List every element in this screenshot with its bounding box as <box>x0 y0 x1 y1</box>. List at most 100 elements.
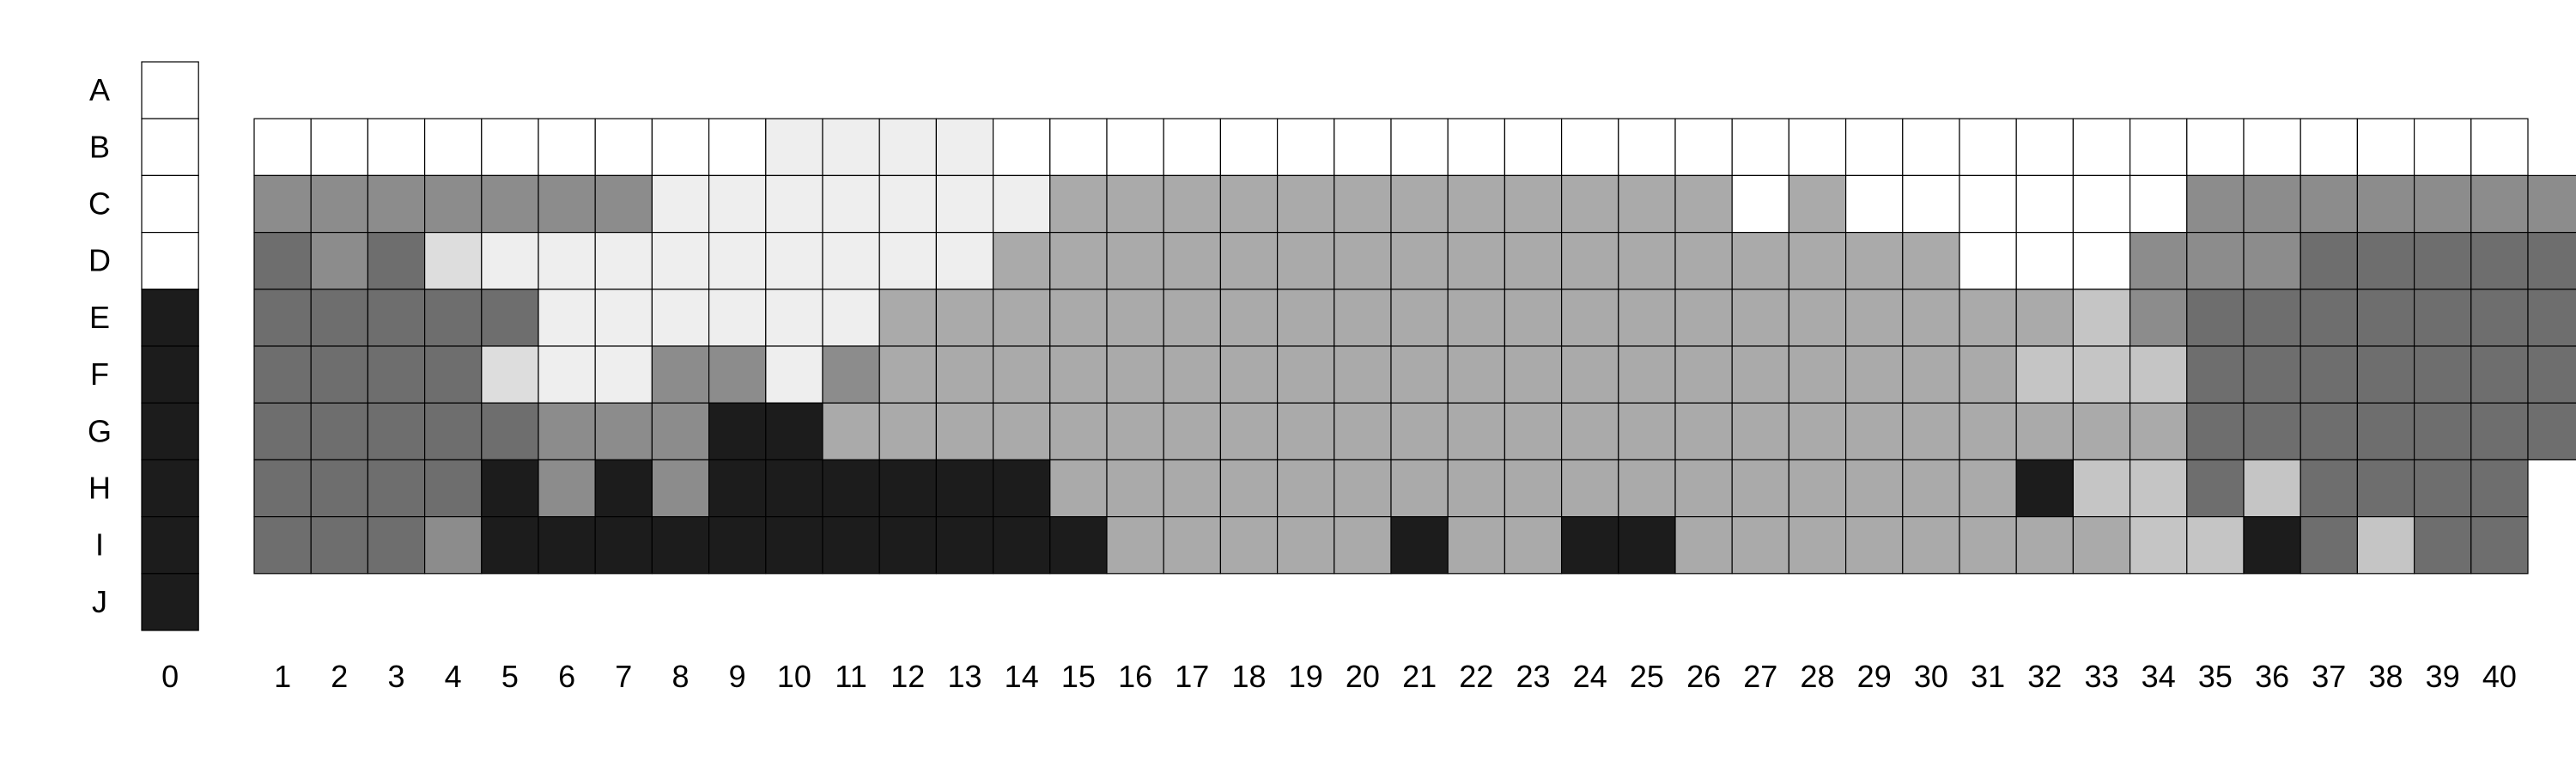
grid-cell-h-35 <box>2186 459 2245 518</box>
grid-cell-b-19 <box>1276 118 1335 176</box>
grid-cell-d-31 <box>1959 232 2017 290</box>
grid-cell-b-17 <box>1163 118 1221 176</box>
column-label-9: 9 <box>729 659 746 694</box>
grid-cell-i-28 <box>1788 515 1847 575</box>
grid-cell-e-11 <box>822 289 880 347</box>
grid-cell-e-38 <box>2356 289 2415 347</box>
grid-cell-b-31 <box>1959 118 2017 176</box>
column-label-35: 35 <box>2198 659 2233 694</box>
grid-cell-c-18 <box>1219 174 1279 234</box>
grid-cell-g-6 <box>538 402 596 461</box>
column-label-11: 11 <box>835 659 866 694</box>
grid-cell-g-24 <box>1560 402 1619 461</box>
grid-cell-d-14 <box>992 232 1051 290</box>
grid-cell-h-13 <box>935 459 994 518</box>
grid-cell-c-20 <box>1334 174 1392 234</box>
grid-cell-d-27 <box>1731 232 1789 290</box>
grid-cell-b-14 <box>992 118 1051 176</box>
grid-cell-d-11 <box>822 232 880 290</box>
grid-cell-e-6 <box>538 289 596 347</box>
grid-cell-h-26 <box>1674 459 1733 518</box>
grid-cell-h-32 <box>2015 459 2074 518</box>
grid-cell-f-13 <box>935 345 994 404</box>
grid-cell-f-4 <box>424 345 483 404</box>
grid-cell-f-34 <box>2129 345 2188 404</box>
grid-cell-c-2 <box>310 174 369 234</box>
grid-cell-e-30 <box>1902 289 1960 347</box>
grid-cell-c-9 <box>708 174 767 234</box>
grid-cell-i-9 <box>708 515 767 575</box>
grid-cell-g-3 <box>367 402 426 461</box>
grid-cell-g-11 <box>822 402 880 461</box>
grid-cell-b-4 <box>424 118 483 176</box>
column-label-13: 13 <box>947 659 981 694</box>
grid-cell-g-8 <box>651 402 710 461</box>
grid-cell-e-34 <box>2129 289 2188 347</box>
grid-cell-d-21 <box>1390 232 1449 290</box>
grid-cell-b-24 <box>1560 118 1619 176</box>
grid-cell-e-19 <box>1276 289 1335 347</box>
row-label-i: I <box>95 527 104 563</box>
column-label-0: 0 <box>161 659 179 694</box>
column-label-4: 4 <box>445 659 462 694</box>
grid-cell-i-20 <box>1334 515 1392 575</box>
row-label-d: D <box>88 243 111 278</box>
grid-cell-b-5 <box>481 118 539 176</box>
grid-cell-d-24 <box>1560 232 1619 290</box>
grid-cell-b-12 <box>878 118 937 176</box>
grid-cell-f-16 <box>1106 345 1164 404</box>
reference-cell-a <box>141 61 199 119</box>
column-label-5: 5 <box>501 659 519 694</box>
grid-cell-b-40 <box>2470 118 2529 176</box>
grid-cell-h-31 <box>1959 459 2017 518</box>
grid-cell-b-23 <box>1504 118 1563 176</box>
grid-cell-h-8 <box>651 459 710 518</box>
column-label-2: 2 <box>331 659 348 694</box>
grid-cell-f-5 <box>481 345 539 404</box>
grid-cell-d-35 <box>2186 232 2245 290</box>
grid-cell-c-8 <box>651 174 710 234</box>
grid-cell-h-38 <box>2356 459 2415 518</box>
reference-cell-g <box>141 402 199 461</box>
grid-cell-e-9 <box>708 289 767 347</box>
grid-cell-h-28 <box>1788 459 1847 518</box>
column-label-22: 22 <box>1459 659 1493 694</box>
grid-cell-i-32 <box>2015 515 2074 575</box>
column-label-1: 1 <box>274 659 291 694</box>
column-label-21: 21 <box>1402 659 1437 694</box>
grid-cell-f-41 <box>2527 345 2576 404</box>
grid-cell-d-33 <box>2072 232 2131 290</box>
grid-cell-d-28 <box>1788 232 1847 290</box>
grid-cell-e-21 <box>1390 289 1449 347</box>
grid-cell-g-21 <box>1390 402 1449 461</box>
row-label-f: F <box>90 356 109 392</box>
grid-cell-i-27 <box>1731 515 1789 575</box>
grid-cell-i-21 <box>1390 515 1449 575</box>
grid-cell-g-17 <box>1163 402 1221 461</box>
column-label-18: 18 <box>1231 659 1266 694</box>
grid-cell-f-20 <box>1334 345 1392 404</box>
grid-cell-f-35 <box>2186 345 2245 404</box>
grid-cell-g-19 <box>1276 402 1335 461</box>
grid-cell-h-23 <box>1504 459 1563 518</box>
grid-cell-h-11 <box>822 459 880 518</box>
grid-cell-e-35 <box>2186 289 2245 347</box>
grid-cell-e-15 <box>1049 289 1108 347</box>
column-label-36: 36 <box>2255 659 2289 694</box>
grid-cell-b-32 <box>2015 118 2074 176</box>
grid-cell-d-22 <box>1447 232 1505 290</box>
main-grid <box>253 118 2576 575</box>
row-label-a: A <box>89 72 110 107</box>
column-label-39: 39 <box>2426 659 2460 694</box>
grid-cell-d-18 <box>1219 232 1279 290</box>
grid-cell-e-31 <box>1959 289 2017 347</box>
grid-cell-f-2 <box>310 345 369 404</box>
grid-cell-i-34 <box>2129 515 2188 575</box>
grid-cell-c-30 <box>1902 174 1960 234</box>
reference-cell-b <box>141 118 199 176</box>
grid-cell-f-1 <box>253 345 312 404</box>
grid-cell-g-20 <box>1334 402 1392 461</box>
grid-cell-d-30 <box>1902 232 1960 290</box>
grid-cell-g-30 <box>1902 402 1960 461</box>
grid-cell-b-10 <box>765 118 823 176</box>
